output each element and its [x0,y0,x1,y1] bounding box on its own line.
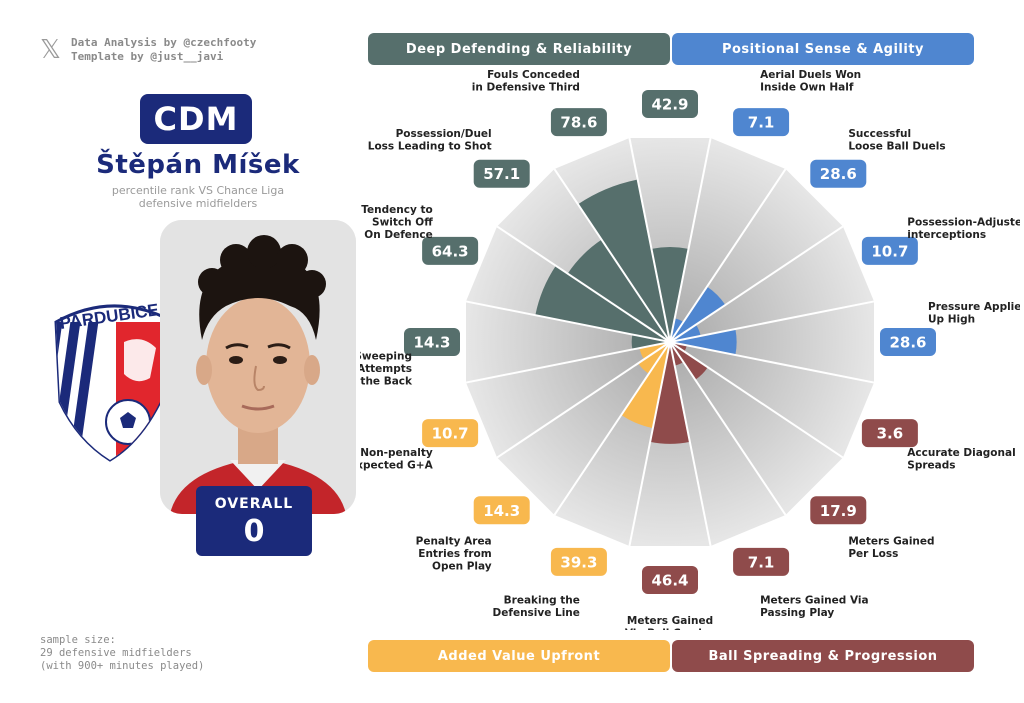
subtitle-line-2: defensive midfielders [138,197,258,210]
category-added-value: Added Value Upfront [368,640,670,672]
value-label: 10.7 [432,425,469,443]
overall-score-box: OVERALL 0 [196,486,312,556]
value-label: 78.6 [560,114,597,132]
metric-label: Possession-Adjusted interceptions [907,216,1020,241]
player-name: Štěpán Míšek [96,150,300,180]
value-badge: 42.9 [642,90,698,118]
metric-label: Pressure Applied Up High [928,301,1020,326]
radar-wedge [567,239,670,342]
credits-analysis: Data Analysis by @czechfooty [70,36,257,49]
metric-label: Possession/Duel Loss Leading to Shot [368,128,492,153]
metric-label: Penalty Area Entries from Open Play [416,535,492,572]
value-label: 39.3 [560,553,597,571]
category-positional-sense: Positional Sense & Agility [672,33,974,65]
metric-label: SweepingAttemptsat the Back [360,351,413,388]
radar-spoke [553,341,671,516]
metric-label: Meters Gained Per Loss [848,535,934,560]
radar-spoke [669,300,875,343]
radar-spoke [669,225,844,343]
radar-spoke [669,341,787,516]
radar-wedge [670,329,737,355]
radar-chart: 42.9 Success in DeepDefensive Duels 7.1 Aer… [360,70,1020,630]
sample-line-3: (with 900+ minutes played) [40,660,205,672]
position-badge: CDM [140,94,252,144]
value-label: 10.7 [871,242,908,260]
radar-spoke [669,137,712,343]
value-label: 57.1 [483,165,520,183]
value-badge: 14.3 [404,328,460,356]
value-label: 28.6 [889,334,926,352]
value-badge: 46.4 [642,566,698,594]
radar-spoke [465,300,671,343]
credits: 𝕏 Data Analysis by @czechfooty Template … [40,36,256,64]
subtitle-line-1: percentile rank VS Chance Liga [111,184,285,197]
overall-label: OVERALL [214,496,294,512]
subtitle: percentile rank VS Chance Liga defensive… [60,184,336,210]
radar-spoke [669,341,875,384]
value-label: 14.3 [413,334,450,352]
player-photo [160,220,356,514]
radar-spoke [496,341,671,459]
value-label: 28.6 [820,165,857,183]
value-badge: 7.1 [733,108,790,137]
value-badge: 64.3 [422,236,479,265]
value-badge: 10.7 [422,419,479,448]
radar-spoke [628,137,671,343]
radar-wedge [577,179,670,342]
radar-spoke [669,168,787,343]
value-label: 42.9 [651,96,688,114]
value-badge: 14.3 [473,496,530,525]
value-badge: 17.9 [810,496,867,525]
sample-size-note: sample size: 29 defensive midfielders (w… [40,634,204,673]
value-label: 14.3 [483,502,520,520]
value-badge: 28.6 [880,328,936,356]
radar-spoke [496,225,671,343]
value-label: 46.4 [651,572,688,590]
value-badge: 78.6 [550,108,607,137]
metric-label: Meters Gained Via Passing Play [760,594,869,619]
value-label: 7.1 [748,553,775,571]
radar-spoke [669,341,712,547]
credits-template: Template by @just__javi [70,50,224,63]
value-badge: 7.1 [733,547,790,576]
radar-spoke [553,168,671,343]
metric-label: Tendency to Switch Off On Defence [361,204,433,241]
value-badge: 28.6 [810,159,867,188]
club-logo: PARDUBICE [54,300,168,462]
metric-label: Accurate Diagonal Spreads [907,447,1015,472]
radar-wedge [670,286,726,342]
metric-label: Successful Loose Ball Duels [848,128,945,153]
value-label: 17.9 [820,502,857,520]
x-logo-icon: 𝕏 [40,35,61,65]
overall-value: 0 [243,514,265,549]
radar-wedge [651,247,689,342]
metric-label: Breaking the Defensive Line [493,594,580,619]
metric-label: Success in DeepDefensive Duels [622,70,718,73]
value-badge: 10.7 [861,236,918,265]
radar-spoke [628,341,671,547]
radar-spoke [465,341,671,384]
value-badge: 57.1 [473,159,530,188]
metric-label: Non-penaltyExpected G+A [360,447,434,472]
value-badge: 3.6 [861,419,918,448]
player-portrait [160,220,356,514]
radar-wedge [670,342,708,380]
value-badge: 39.3 [550,547,607,576]
sample-line-1: sample size: [40,634,116,646]
radar-wedge [631,334,670,350]
sample-line-2: 29 defensive midfielders [40,647,192,659]
radar-wedge [638,342,670,374]
value-label: 7.1 [748,114,775,132]
category-deep-defending: Deep Defending & Reliability [368,33,670,65]
metric-label: Fouls Conceded in Defensive Third [472,70,580,94]
metric-label: Aerial Duels Won Inside Own Half [760,70,861,94]
radar-spoke [669,341,844,459]
category-ball-spreading: Ball Spreading & Progression [672,640,974,672]
radar-wedge [650,342,690,444]
radar-wedge [621,342,670,429]
radar-wedge [535,265,670,342]
value-label: 3.6 [877,425,904,443]
value-label: 64.3 [432,242,469,260]
